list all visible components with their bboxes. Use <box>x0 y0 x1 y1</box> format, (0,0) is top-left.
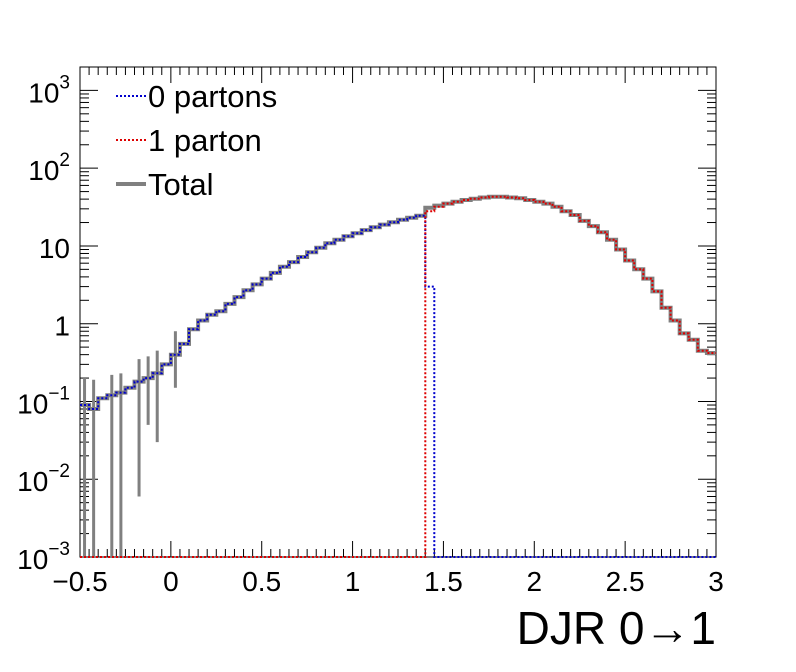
y-tick-label: 10−3 <box>17 539 70 575</box>
y-tick-label: 10−1 <box>17 383 70 419</box>
legend-label-1-parton: 1 parton <box>148 123 262 158</box>
y-tick-label: 1 <box>54 311 70 342</box>
x-tick-label: 2 <box>526 566 542 597</box>
series-line-0-partons <box>80 214 716 558</box>
series-0-partons <box>80 214 716 558</box>
y-tick-label: 102 <box>28 150 70 186</box>
x-tick-label: −0.5 <box>52 566 107 597</box>
x-tick-label: 0 <box>163 566 179 597</box>
legend-label-total: Total <box>148 167 213 202</box>
legend-label-0-partons: 0 partons <box>148 79 277 114</box>
plot-area <box>79 66 717 558</box>
x-tick-label: 1.5 <box>424 566 463 597</box>
series-line-1-parton <box>80 195 716 558</box>
x-tick-label: 2.5 <box>606 566 645 597</box>
x-tick-labels: −0.5 0 0.5 1 1.5 2 2.5 3 <box>52 566 723 597</box>
x-tick-label: 3 <box>708 566 724 597</box>
y-tick-label: 10−2 <box>17 461 70 497</box>
x-axis-title: DJR 0→1 <box>517 602 716 654</box>
legend: 0 partons 1 parton Total <box>116 79 277 202</box>
x-tick-label: 1 <box>345 566 361 597</box>
series-layer <box>80 194 716 558</box>
y-tick-label: 103 <box>28 72 70 108</box>
x-tick-label: 0.5 <box>242 566 281 597</box>
y-tick-label: 10 <box>39 233 70 264</box>
series-1-parton <box>80 195 716 558</box>
series-total <box>80 194 716 557</box>
